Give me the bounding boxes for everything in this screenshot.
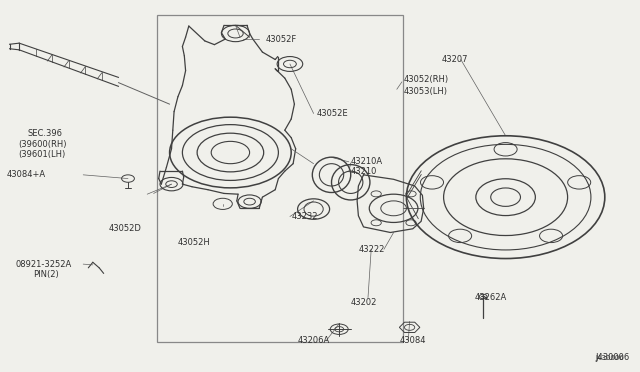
Text: 08921-3252A: 08921-3252A bbox=[16, 260, 72, 269]
Text: 43210: 43210 bbox=[351, 167, 377, 176]
Text: 43052E: 43052E bbox=[317, 109, 348, 118]
Text: 43206A: 43206A bbox=[298, 336, 330, 345]
Text: 43232: 43232 bbox=[291, 212, 317, 221]
Text: (39600(RH): (39600(RH) bbox=[18, 140, 67, 149]
Text: 43084+A: 43084+A bbox=[6, 170, 45, 179]
Text: 43210A: 43210A bbox=[351, 157, 383, 166]
Text: 43052H: 43052H bbox=[178, 238, 211, 247]
Text: 43052D: 43052D bbox=[109, 224, 141, 233]
Text: J430006: J430006 bbox=[595, 355, 624, 361]
Text: 43052(RH): 43052(RH) bbox=[403, 76, 449, 84]
Text: 43207: 43207 bbox=[442, 55, 468, 64]
Text: SEC.396: SEC.396 bbox=[28, 129, 63, 138]
Text: 43222: 43222 bbox=[358, 245, 385, 254]
Text: 43052F: 43052F bbox=[266, 35, 297, 44]
Text: 43202: 43202 bbox=[351, 298, 377, 307]
Text: 43053(LH): 43053(LH) bbox=[403, 87, 447, 96]
Text: PIN(2): PIN(2) bbox=[33, 270, 59, 279]
Text: 43262A: 43262A bbox=[475, 293, 507, 302]
Bar bbox=[157, 15, 403, 342]
Text: (39601(LH): (39601(LH) bbox=[18, 150, 65, 159]
Text: J430006: J430006 bbox=[595, 353, 630, 362]
Text: 43084: 43084 bbox=[400, 336, 426, 345]
